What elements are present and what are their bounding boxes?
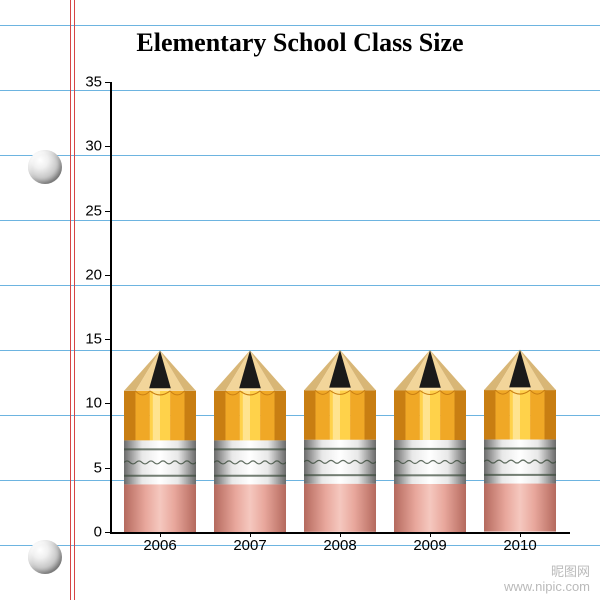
- x-tick-label: 2008: [300, 537, 380, 554]
- y-tick-label: 5: [62, 459, 102, 476]
- x-tick: [520, 532, 521, 537]
- y-tick: [105, 532, 110, 533]
- watermark: 昵图网 www.nipic.com: [504, 565, 590, 594]
- y-tick-label: 25: [62, 202, 102, 219]
- y-tick-label: 0: [62, 524, 102, 541]
- x-tick: [160, 532, 161, 537]
- x-tick-label: 2006: [120, 537, 200, 554]
- x-tick: [430, 532, 431, 537]
- y-tick: [105, 82, 110, 83]
- x-tick: [340, 532, 341, 537]
- watermark-line2: www.nipic.com: [504, 580, 590, 594]
- chart-area: 05101520253035: [110, 82, 570, 532]
- y-tick: [105, 275, 110, 276]
- y-tick: [105, 211, 110, 212]
- y-tick-label: 10: [62, 395, 102, 412]
- notebook-page: Elementary School Class Size 05101520253…: [0, 0, 600, 600]
- x-tick-label: 2009: [390, 537, 470, 554]
- y-tick: [105, 403, 110, 404]
- x-tick-label: 2010: [480, 537, 560, 554]
- pencil-bar: [214, 121, 286, 532]
- chart-title: Elementary School Class Size: [0, 28, 600, 58]
- x-tick: [250, 532, 251, 537]
- x-tick-label: 2007: [210, 537, 290, 554]
- pencil-bar: [124, 211, 196, 532]
- y-tick: [105, 339, 110, 340]
- watermark-line1: 昵图网: [504, 565, 590, 579]
- y-tick-label: 20: [62, 266, 102, 283]
- pencil-bar: [394, 82, 466, 532]
- punch-hole-bottom: [28, 540, 62, 574]
- pencil-bar: [304, 159, 376, 532]
- notebook-rule: [0, 25, 600, 26]
- pencil-bar: [484, 223, 556, 532]
- punch-hole-top: [28, 150, 62, 184]
- y-tick-label: 15: [62, 331, 102, 348]
- y-tick-label: 35: [62, 74, 102, 91]
- y-tick-label: 30: [62, 138, 102, 155]
- y-tick: [105, 146, 110, 147]
- y-tick: [105, 468, 110, 469]
- y-axis: [110, 82, 112, 532]
